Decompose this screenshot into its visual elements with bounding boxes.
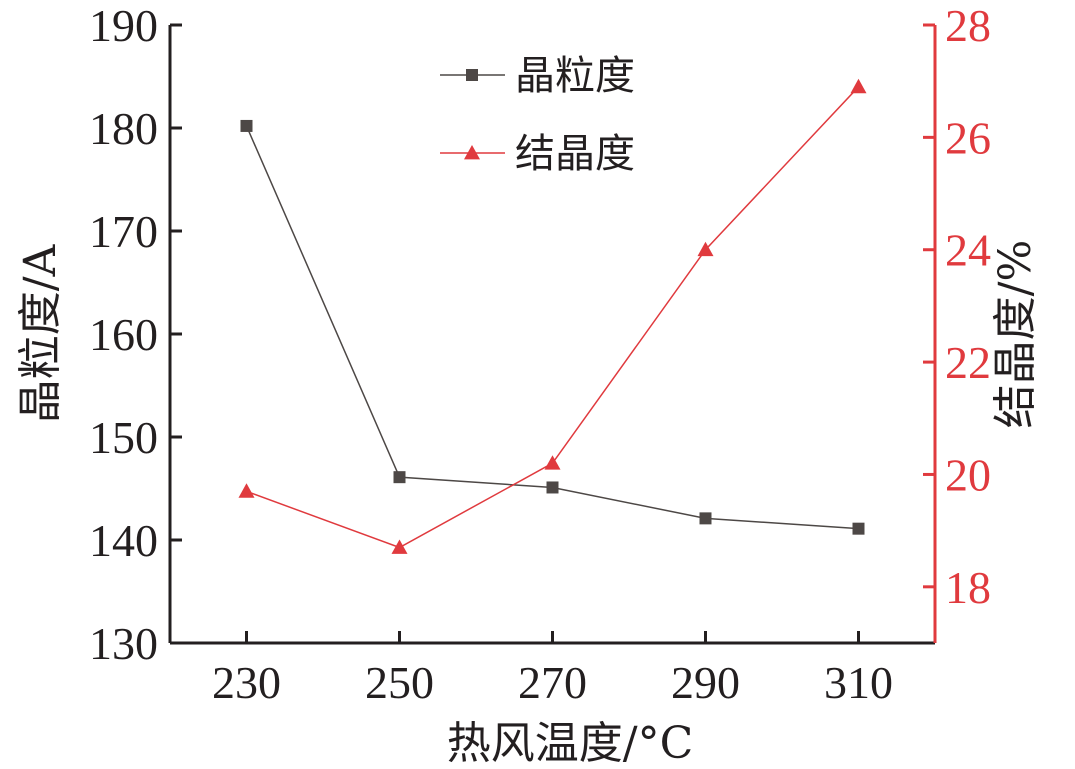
data-point-triangle	[544, 455, 561, 470]
y2-tick-label: 24	[945, 225, 991, 276]
data-point-triangle	[391, 539, 408, 554]
y-axis-label: 晶粒度/A	[15, 243, 66, 423]
y-tick-label: 180	[89, 103, 158, 154]
y-tick-label: 160	[89, 309, 158, 360]
x-tick-label: 270	[518, 657, 587, 708]
y-tick-label: 140	[89, 515, 158, 566]
x-tick-label: 310	[824, 657, 893, 708]
data-point-square	[699, 512, 712, 525]
x-axis-label: 热风温度/°C	[447, 718, 694, 769]
data-point-triangle	[850, 78, 867, 94]
y-tick-label: 190	[89, 0, 158, 51]
y2-tick-label: 28	[945, 0, 991, 51]
y-tick-label: 150	[89, 412, 158, 463]
legend-marker-triangle	[464, 145, 480, 160]
y-tick-label: 170	[89, 206, 158, 257]
data-point-triangle	[697, 241, 714, 257]
y-tick-label: 130	[89, 618, 158, 669]
legend-label: 结晶度	[515, 131, 635, 177]
y2-tick-label: 22	[945, 337, 991, 388]
data-point-square	[546, 481, 559, 494]
y2-tick-label: 20	[945, 449, 991, 500]
data-point-triangle	[238, 483, 255, 498]
x-tick-label: 290	[671, 657, 740, 708]
data-point-square	[852, 522, 865, 535]
data-point-square	[240, 119, 253, 132]
legend-marker-square	[466, 69, 478, 81]
y2-axis-label: 结晶度/%	[990, 240, 1041, 429]
y2-tick-label: 26	[945, 112, 991, 163]
legend-label: 晶粒度	[515, 53, 635, 99]
x-tick-label: 230	[212, 657, 281, 708]
data-point-square	[393, 471, 406, 484]
y2-tick-label: 18	[945, 562, 991, 613]
x-tick-label: 250	[365, 657, 434, 708]
